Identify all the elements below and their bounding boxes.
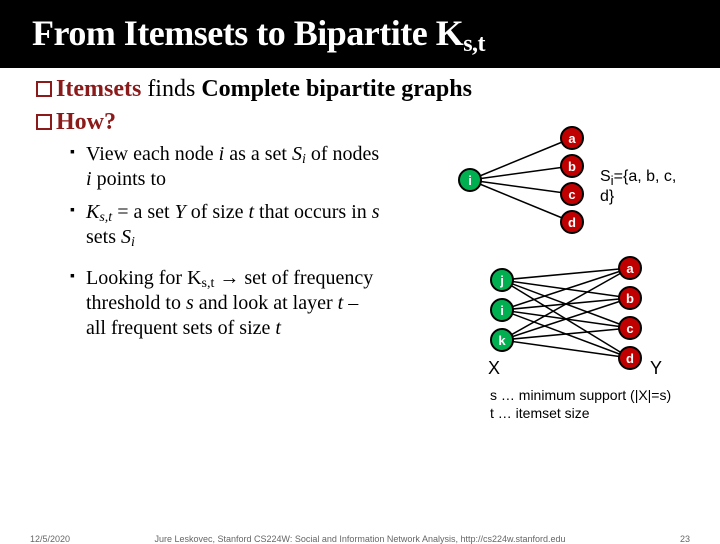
t: of nodes bbox=[306, 143, 379, 165]
title-sub: s,t bbox=[463, 31, 485, 57]
t: s,t bbox=[202, 276, 215, 291]
t: points to bbox=[92, 168, 166, 190]
graph-node: d bbox=[560, 210, 584, 234]
t: s bbox=[186, 292, 194, 314]
t: K bbox=[86, 201, 99, 223]
t: that occurs in bbox=[254, 201, 372, 223]
t: i bbox=[131, 235, 135, 250]
footer-center: Jure Leskovec, Stanford CS224W: Social a… bbox=[0, 534, 720, 544]
diagram: Si={a, b, c, d} X Y s … minimum support … bbox=[380, 118, 690, 448]
bullet-list: View each node i as a set Si of nodes i … bbox=[70, 142, 380, 341]
t: sets bbox=[86, 226, 121, 248]
headline-b: finds bbox=[141, 76, 201, 102]
t: S bbox=[600, 168, 611, 185]
headline-a: Itemsets bbox=[56, 76, 141, 102]
graph-node: c bbox=[560, 182, 584, 206]
t: View each node bbox=[86, 143, 219, 165]
t: of size bbox=[186, 201, 249, 223]
graph-node: c bbox=[618, 316, 642, 340]
set-label: Si={a, b, c, d} bbox=[600, 168, 690, 206]
t: s,t bbox=[99, 210, 112, 225]
title-text: From Itemsets to Bipartite K bbox=[32, 13, 463, 53]
y-label: Y bbox=[650, 358, 662, 379]
t: i bbox=[302, 152, 306, 167]
t: Y bbox=[175, 201, 186, 223]
bullet-1: View each node i as a set Si of nodes i … bbox=[70, 142, 380, 192]
footer-page: 23 bbox=[680, 534, 690, 544]
graph-node: a bbox=[618, 256, 642, 280]
graph-node: a bbox=[560, 126, 584, 150]
t: as a set bbox=[224, 143, 292, 165]
headline-c: Complete bipartite graphs bbox=[201, 76, 472, 102]
t: S bbox=[121, 226, 131, 248]
legend-1: s … minimum support (|X|=s) bbox=[490, 386, 671, 404]
graph-node: j bbox=[490, 268, 514, 292]
bullet-3: Looking for Ks,t → set of frequency thre… bbox=[70, 266, 380, 341]
t: and look at layer bbox=[194, 292, 338, 314]
t: Looking for K bbox=[86, 267, 202, 289]
checkbox-icon bbox=[36, 114, 52, 130]
t: t bbox=[275, 317, 281, 339]
legend-2: t … itemset size bbox=[490, 404, 671, 422]
headline: Itemsets finds Complete bipartite graphs bbox=[36, 76, 684, 103]
slide-title: From Itemsets to Bipartite Ks,t bbox=[0, 0, 720, 54]
graph-node: i bbox=[490, 298, 514, 322]
legend: s … minimum support (|X|=s) t … itemset … bbox=[490, 386, 671, 422]
checkbox-icon bbox=[36, 81, 52, 97]
graph-node: i bbox=[458, 168, 482, 192]
graph-node: k bbox=[490, 328, 514, 352]
t: s bbox=[372, 201, 380, 223]
how-text: How? bbox=[56, 109, 116, 135]
title-bar: From Itemsets to Bipartite Ks,t bbox=[0, 0, 720, 68]
t: = a set bbox=[112, 201, 174, 223]
graph-node: b bbox=[560, 154, 584, 178]
t: S bbox=[292, 143, 302, 165]
bullet-2: Ks,t = a set Y of size t that occurs in … bbox=[70, 200, 380, 250]
x-label: X bbox=[488, 358, 500, 379]
graph-node: d bbox=[618, 346, 642, 370]
graph-node: b bbox=[618, 286, 642, 310]
